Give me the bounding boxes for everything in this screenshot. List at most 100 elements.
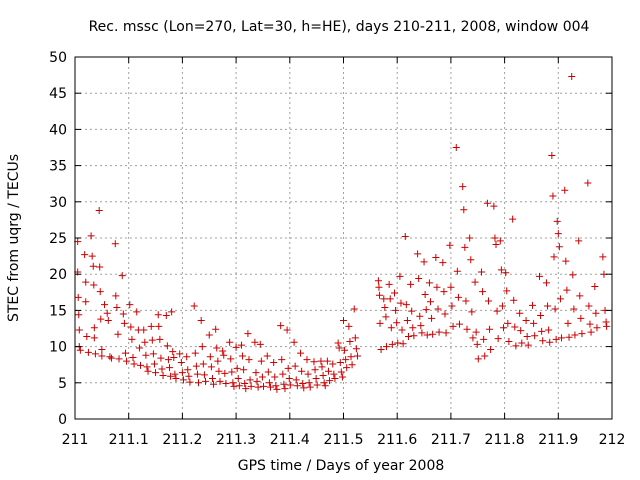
data-point xyxy=(537,311,545,319)
data-point xyxy=(484,297,492,305)
data-point xyxy=(277,322,285,330)
data-point xyxy=(391,289,399,297)
data-point xyxy=(257,357,265,365)
data-point xyxy=(133,308,141,316)
data-point xyxy=(569,271,577,279)
data-point xyxy=(251,338,259,346)
data-point xyxy=(234,374,242,382)
data-point xyxy=(410,332,418,340)
data-point xyxy=(471,278,479,286)
y-tick-label: 25 xyxy=(49,231,67,247)
data-point xyxy=(90,281,98,289)
data-point xyxy=(205,331,213,339)
data-point xyxy=(198,343,206,351)
data-point xyxy=(486,325,494,333)
data-point xyxy=(440,288,448,296)
data-point xyxy=(478,268,486,276)
data-point xyxy=(242,385,250,393)
y-tick-label: 35 xyxy=(49,159,67,175)
data-point xyxy=(568,73,576,81)
data-point xyxy=(564,319,572,327)
data-point xyxy=(561,186,569,194)
data-point xyxy=(380,295,388,303)
data-point xyxy=(149,350,157,358)
data-point xyxy=(97,315,105,323)
data-point xyxy=(148,336,156,344)
data-point xyxy=(172,374,180,382)
data-point xyxy=(299,380,307,388)
data-point xyxy=(89,262,97,270)
x-tick-label: 211.4 xyxy=(270,432,310,448)
data-point xyxy=(377,345,385,353)
data-point xyxy=(141,338,149,346)
data-point xyxy=(291,362,299,370)
data-point xyxy=(215,367,223,375)
data-point xyxy=(394,339,402,347)
data-point xyxy=(555,243,563,251)
data-point xyxy=(228,368,236,376)
data-point xyxy=(571,331,579,339)
data-point xyxy=(195,379,203,387)
data-point xyxy=(341,346,349,354)
data-point xyxy=(273,385,281,393)
data-point xyxy=(398,326,406,334)
data-point xyxy=(353,352,361,360)
data-point xyxy=(330,370,338,378)
data-point xyxy=(158,365,166,373)
data-point xyxy=(111,240,119,248)
data-point xyxy=(421,290,429,298)
data-point xyxy=(75,326,83,334)
data-point xyxy=(191,349,199,357)
data-point xyxy=(164,356,172,364)
data-point xyxy=(503,287,511,295)
data-point xyxy=(120,319,128,327)
data-point xyxy=(292,376,300,384)
x-tick-label: 211.5 xyxy=(323,432,363,448)
data-point xyxy=(467,256,475,264)
data-point xyxy=(463,325,471,333)
x-tick-label: 211.8 xyxy=(485,432,525,448)
data-point xyxy=(280,380,288,388)
data-point xyxy=(415,275,423,283)
data-point xyxy=(553,217,561,225)
data-point xyxy=(190,302,198,310)
y-tick-label: 45 xyxy=(49,86,67,102)
data-point xyxy=(144,367,152,375)
data-point xyxy=(123,357,131,365)
data-point xyxy=(345,322,353,330)
x-tick-label: 211.6 xyxy=(377,432,417,448)
data-point xyxy=(483,199,491,207)
data-point xyxy=(74,293,82,301)
data-point xyxy=(98,352,106,360)
data-point xyxy=(343,364,351,372)
data-point xyxy=(498,302,506,310)
data-point xyxy=(348,361,356,369)
data-point xyxy=(82,278,90,286)
data-point xyxy=(259,382,267,390)
data-point xyxy=(192,362,200,370)
data-point xyxy=(425,279,433,287)
data-point xyxy=(552,335,560,343)
data-point xyxy=(336,359,344,367)
data-point xyxy=(304,370,312,378)
data-point xyxy=(96,263,104,271)
data-point xyxy=(459,183,467,191)
data-point xyxy=(460,206,468,214)
data-point xyxy=(500,324,508,332)
data-point xyxy=(256,340,264,348)
data-point xyxy=(417,322,425,330)
data-point xyxy=(310,358,318,366)
data-point xyxy=(461,243,469,251)
data-point xyxy=(462,297,470,305)
data-point xyxy=(496,237,504,245)
data-point xyxy=(491,234,499,242)
data-point xyxy=(311,366,319,374)
data-point xyxy=(272,382,280,390)
data-point xyxy=(103,309,111,317)
data-point xyxy=(154,311,162,319)
data-point xyxy=(98,345,106,353)
data-point xyxy=(230,382,238,390)
data-point xyxy=(351,334,359,342)
data-point xyxy=(426,298,434,306)
data-point xyxy=(439,259,447,267)
